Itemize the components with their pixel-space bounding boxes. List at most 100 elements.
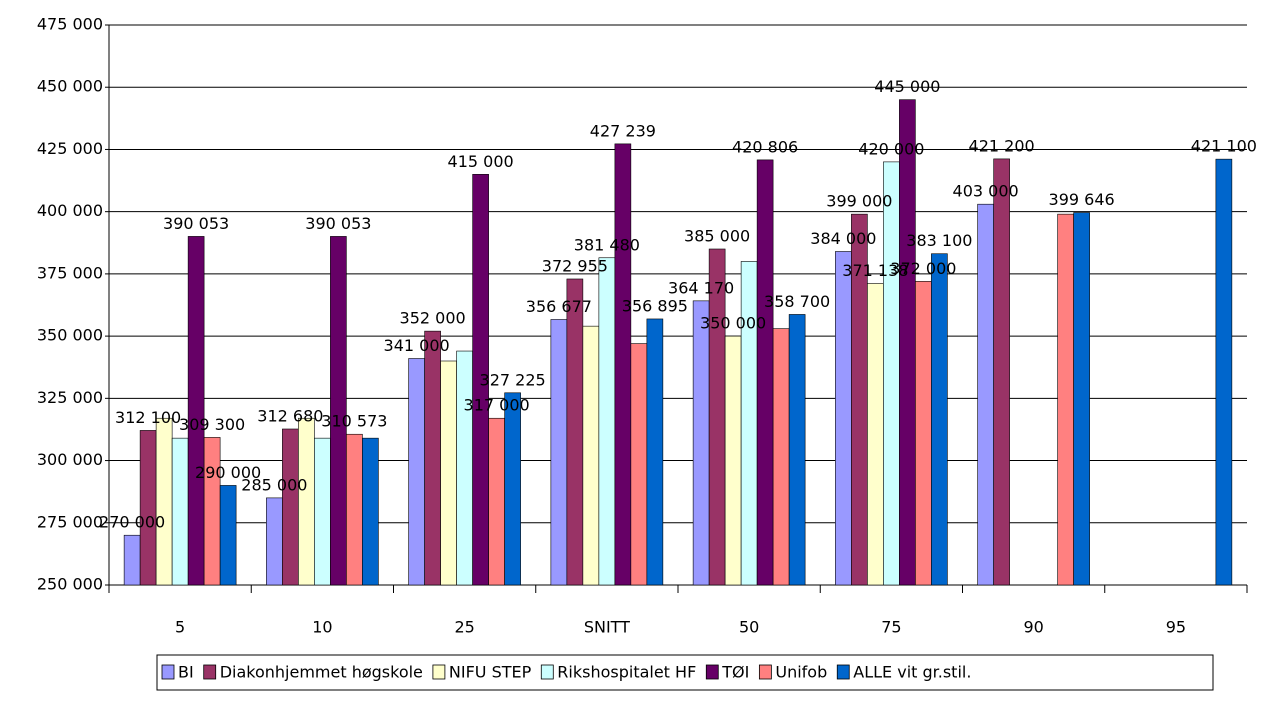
bar <box>408 358 425 586</box>
data-label: 421 200 <box>969 136 1035 155</box>
bar <box>724 335 742 586</box>
bar <box>993 158 1010 586</box>
x-tick-label: 90 <box>1023 618 1043 637</box>
bar <box>187 236 205 586</box>
data-label: 358 700 <box>764 292 830 311</box>
bar <box>155 417 173 586</box>
data-label: 390 053 <box>163 214 229 233</box>
data-label: 350 000 <box>700 314 766 333</box>
bar <box>219 485 237 586</box>
data-label: 310 573 <box>321 412 387 431</box>
bar <box>550 319 568 586</box>
bar <box>883 161 900 586</box>
data-label: 390 053 <box>305 214 371 233</box>
data-label: 364 170 <box>668 278 734 297</box>
x-tick-label: 95 <box>1166 618 1186 637</box>
legend-swatch <box>836 664 850 680</box>
legend-swatch <box>161 664 175 680</box>
bar <box>756 159 774 586</box>
bar <box>899 99 916 586</box>
bar <box>614 143 632 586</box>
y-tick-label: 375 000 <box>37 263 103 282</box>
legend-label: BI <box>178 663 194 682</box>
legend-label: ALLE vit gr.stil. <box>853 663 971 682</box>
legend-label: Diakonhjemmet høgskole <box>220 663 423 682</box>
data-label: 341 000 <box>384 336 450 355</box>
data-label: 399 000 <box>826 192 892 211</box>
x-tick-label: 5 <box>175 618 185 637</box>
legend-swatch <box>540 664 554 680</box>
bar <box>362 437 379 586</box>
x-tick-label: 25 <box>454 618 474 637</box>
legend-label: TØI <box>721 663 749 682</box>
bar <box>203 437 221 586</box>
bar <box>456 350 473 586</box>
data-label: 415 000 <box>448 152 514 171</box>
bar <box>835 251 852 586</box>
bar <box>1057 213 1074 586</box>
legend-label: NIFU STEP <box>449 663 532 682</box>
bar <box>740 261 758 586</box>
bar <box>346 433 363 586</box>
bar <box>314 437 331 586</box>
y-tick-label: 325 000 <box>37 388 103 407</box>
bar <box>472 174 489 586</box>
data-label: 372 955 <box>542 256 608 275</box>
bar <box>931 253 948 586</box>
bar <box>867 283 884 586</box>
bar <box>630 343 648 586</box>
bar <box>708 248 726 586</box>
bar <box>977 203 994 586</box>
bar <box>440 360 457 586</box>
x-tick-label: 10 <box>312 618 332 637</box>
bar <box>488 417 505 586</box>
data-label: 420 000 <box>858 139 924 158</box>
bar <box>1215 158 1233 586</box>
bar <box>1073 212 1090 586</box>
data-label: 290 000 <box>195 463 261 482</box>
bar <box>171 437 189 586</box>
data-label: 270 000 <box>99 513 165 532</box>
y-tick-label: 250 000 <box>37 575 103 594</box>
bar <box>582 325 600 586</box>
data-label: 317 000 <box>464 396 530 415</box>
data-label: 385 000 <box>684 227 750 246</box>
y-tick-label: 300 000 <box>37 450 103 469</box>
data-label: 352 000 <box>400 309 466 328</box>
data-label: 356 895 <box>622 296 688 315</box>
bar <box>692 300 710 586</box>
data-label: 285 000 <box>241 475 307 494</box>
bar <box>298 417 315 586</box>
bar <box>566 278 584 586</box>
bar <box>598 257 616 586</box>
data-label: 384 000 <box>810 229 876 248</box>
data-label: 427 239 <box>590 121 656 140</box>
legend-swatch <box>203 664 217 680</box>
data-label: 356 677 <box>526 297 592 316</box>
y-tick-label: 275 000 <box>37 512 103 531</box>
legend-label: Rikshospitalet HF <box>557 663 696 682</box>
data-label: 403 000 <box>953 182 1019 201</box>
legend-box <box>156 654 1214 691</box>
data-label: 312 680 <box>257 406 323 425</box>
bar <box>424 330 441 586</box>
bar <box>772 328 790 586</box>
y-tick-label: 475 000 <box>37 15 103 34</box>
bar <box>139 430 157 586</box>
bar <box>788 314 806 586</box>
bar <box>282 428 299 586</box>
legend-label: Unifob <box>775 663 827 682</box>
bar <box>266 497 283 586</box>
data-label: 420 806 <box>732 137 798 156</box>
data-label: 309 300 <box>179 415 245 434</box>
bar <box>330 236 347 586</box>
legend-swatch <box>432 664 446 680</box>
legend-swatch <box>758 664 772 680</box>
data-label: 312 100 <box>115 408 181 427</box>
data-label: 445 000 <box>874 77 940 96</box>
y-tick-label: 450 000 <box>37 77 103 96</box>
data-label: 399 646 <box>1049 190 1115 209</box>
data-label: 421 100 <box>1191 137 1257 156</box>
y-tick-label: 400 000 <box>37 201 103 220</box>
